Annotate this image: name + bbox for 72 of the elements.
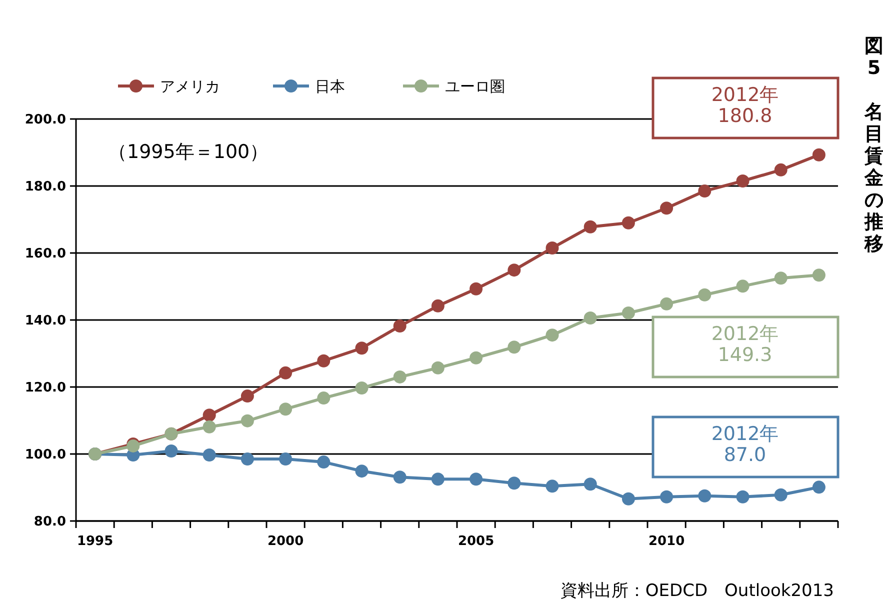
y-tick-label: 100.0 [24,448,66,463]
chart-title: 図5 名目賃金の推移 [864,35,883,255]
legend-label: ユーロ圏 [445,77,505,96]
y-tick-label: 200.0 [24,112,66,128]
point [660,202,674,215]
point [431,472,444,486]
annotation: 2012年 180.8 [711,84,779,127]
point [698,489,712,502]
y-tick-label: 180.0 [24,180,66,195]
point [393,470,406,484]
point [470,282,483,296]
point [584,220,597,234]
annotation: 2012年 149.3 [711,323,779,366]
point [355,342,368,355]
point [393,320,406,333]
point [774,163,788,176]
point [164,444,178,458]
point [470,351,483,364]
point [279,402,292,416]
annotation: （1995年＝100） [108,141,269,163]
point [279,366,292,380]
point [736,280,750,293]
annotation: 2012年 87.0 [711,423,779,466]
y-tick-label: 80.0 [34,514,66,530]
y-tick-label: 120.0 [24,380,66,396]
point [774,272,788,285]
point [431,361,444,374]
point [508,264,521,277]
point [812,148,826,162]
x-tick-label: 1995 [76,534,114,549]
point [812,480,826,494]
legend-label: 日本 [315,77,345,96]
point [584,478,597,491]
point [622,216,635,230]
point [546,480,559,493]
point [355,464,368,478]
point [240,390,254,403]
point [202,448,216,462]
point [622,306,635,320]
point [546,241,559,254]
point [660,490,674,504]
point [393,370,406,384]
point [317,392,330,405]
point [202,408,216,422]
point [355,382,368,395]
point [240,414,254,428]
point [546,328,559,342]
point [508,340,521,354]
point [736,174,750,188]
point [774,488,788,502]
y-tick-label: 140.0 [24,314,66,329]
point [279,452,292,466]
point [660,297,674,310]
text: 資料出所：OEDCD Outlook2013 [560,581,834,601]
y-tick-label: 160.0 [24,246,66,262]
point [202,420,216,434]
x-tick-label: 2000 [267,534,304,549]
point [698,288,712,302]
point [317,456,330,469]
point [698,184,712,198]
point [317,354,330,368]
point [812,268,826,282]
point [470,472,483,486]
point [622,492,635,506]
x-tick-label: 2010 [648,534,685,549]
legend-label: アメリカ [160,77,220,96]
point [584,311,597,324]
point [240,452,254,466]
point [431,299,444,312]
point [508,476,521,490]
point [736,490,750,504]
x-tick-label: 2005 [458,534,494,549]
